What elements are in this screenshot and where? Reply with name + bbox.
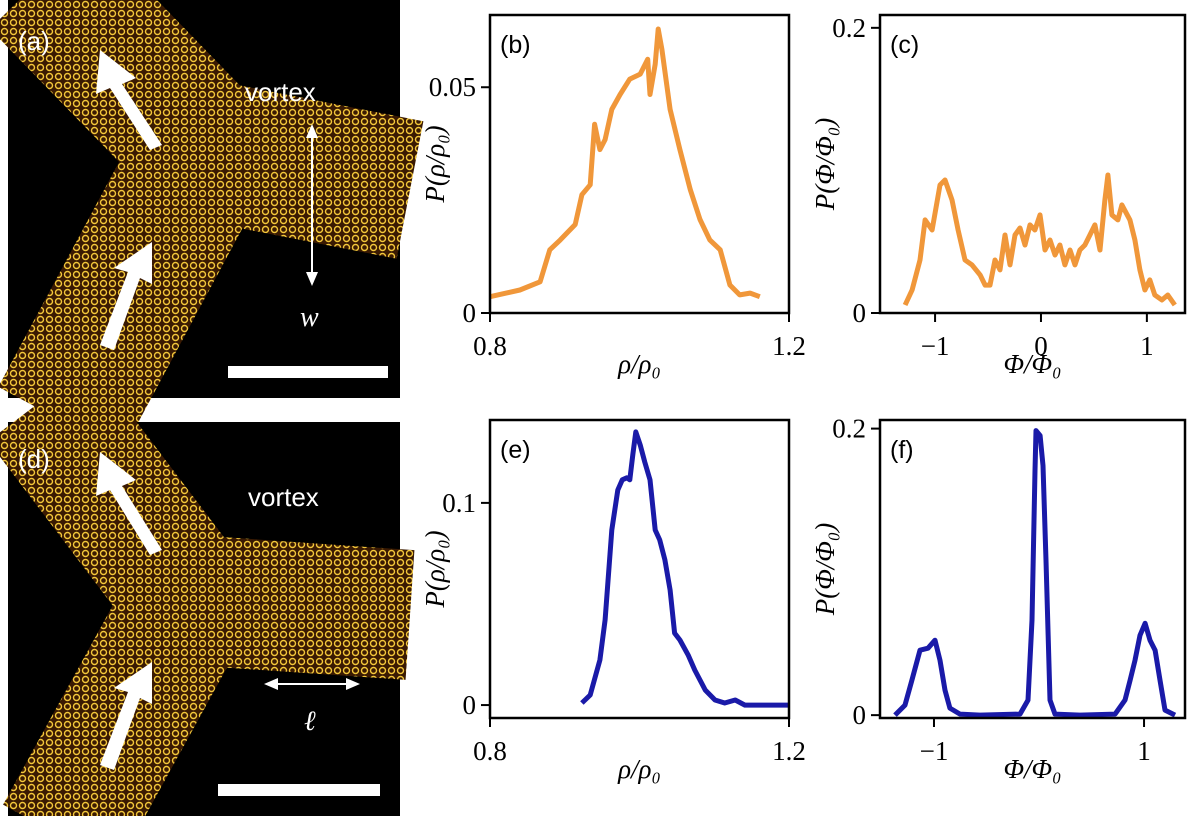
data-line xyxy=(580,429,789,708)
y-tick-label: 0.2 xyxy=(832,13,866,43)
panel-title: (f) xyxy=(890,436,914,464)
x-axis-label: Φ/Φ₀ xyxy=(1004,754,1062,784)
y-axis-label: P(ρ/ρ₀) xyxy=(420,125,450,203)
y-tick-label: 0 xyxy=(853,700,867,730)
plot-frame xyxy=(878,418,1187,720)
annotation: vortex xyxy=(248,482,319,512)
panel-title: (b) xyxy=(500,31,531,59)
panel-title: (c) xyxy=(890,31,919,59)
y-tick-label: 0.05 xyxy=(429,72,476,102)
y-tick-label: 0 xyxy=(463,298,477,328)
annotation: ℓ xyxy=(304,706,316,737)
annotation: vortex xyxy=(245,77,316,107)
plot-frame xyxy=(488,418,791,720)
panel-label: (d) xyxy=(18,444,50,474)
panel-label: (a) xyxy=(18,26,50,56)
x-tick-label: 0 xyxy=(1034,331,1048,361)
y-axis-label: P(Φ/Φ₀) xyxy=(810,118,840,211)
x-tick-label: −1 xyxy=(921,331,950,361)
micrograph-a xyxy=(0,0,424,454)
annotation: w xyxy=(300,302,319,333)
data-line xyxy=(893,428,1177,718)
x-axis-label: ρ/ρ₀ xyxy=(617,349,661,379)
y-tick-label: 0.2 xyxy=(832,414,866,444)
x-tick-label: 1.2 xyxy=(772,331,806,361)
x-tick-label: 1 xyxy=(1140,331,1154,361)
y-tick-label: 0.1 xyxy=(442,488,476,518)
y-tick-label: 0 xyxy=(853,298,867,328)
x-axis-label: ρ/ρ₀ xyxy=(617,754,661,784)
plot-frame xyxy=(878,13,1187,315)
y-axis-label: P(Φ/Φ₀) xyxy=(810,523,840,616)
x-tick-label: 0.8 xyxy=(473,331,507,361)
x-tick-label: −1 xyxy=(920,736,949,766)
x-tick-label: 0.8 xyxy=(473,736,507,766)
x-axis-label: Φ/Φ₀ xyxy=(1004,349,1062,379)
micrograph-d xyxy=(0,362,415,816)
panel-title: (e) xyxy=(500,436,531,464)
x-tick-label: 1 xyxy=(1137,736,1151,766)
data-line xyxy=(902,172,1177,307)
y-tick-label: 0 xyxy=(463,690,477,720)
y-axis-label: P(ρ/ρ₀) xyxy=(420,530,450,608)
plot-frame xyxy=(488,13,791,315)
data-line xyxy=(489,26,761,300)
x-tick-label: 1.2 xyxy=(772,736,806,766)
